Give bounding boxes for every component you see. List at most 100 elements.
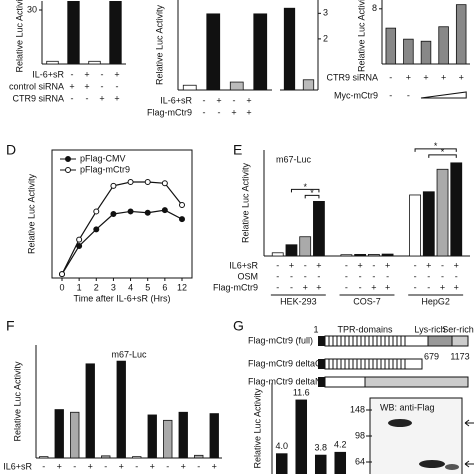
bar: [381, 253, 394, 256]
condition-sign: -: [116, 81, 119, 91]
chart-title: m67-Luc: [276, 154, 312, 164]
legend-marker: [65, 156, 71, 162]
condition-sign: -: [101, 81, 104, 91]
domain-label: Ser-rich: [442, 324, 474, 334]
bar: [194, 454, 204, 458]
bar: [109, 1, 122, 64]
x-tick-label: 6: [162, 282, 167, 292]
chart: Relative Luc Activity 4.0 11.6 3.8 4.2: [252, 383, 347, 474]
condition-sign: -: [276, 271, 279, 281]
condition-sign: +: [69, 81, 74, 91]
lys-rich: [427, 335, 453, 347]
condition-sign: -: [203, 107, 206, 117]
bar: [340, 254, 353, 256]
annotation: *: [441, 147, 445, 157]
condition-sign: -: [73, 461, 76, 471]
condition-sign: +: [358, 260, 363, 270]
ser-rich: [451, 335, 469, 347]
construct-diagram: Flag-mCtr9 (full) Flag-mCtr9 deltaC Flag…: [248, 324, 474, 388]
marker-label: 148: [350, 404, 365, 414]
condition-sign: -: [359, 271, 362, 281]
bar: [420, 40, 432, 64]
bar: [253, 13, 268, 90]
legend-label: pFlag-CMV: [80, 153, 126, 163]
tpr-domain: [324, 358, 406, 370]
legend-label: pFlag-mCtr9: [80, 164, 130, 174]
condition-sign: +: [440, 282, 445, 292]
x-axis-label: Time after IL-6+sR (Hrs): [74, 293, 171, 303]
condition-sign: -: [427, 282, 430, 292]
annotation: *: [434, 141, 438, 151]
condition-sign: +: [216, 95, 221, 105]
condition-sign: +: [459, 72, 464, 82]
western-blot: WB: anti-Flag 148 98 64: [350, 397, 474, 474]
position-label: 1: [313, 324, 318, 334]
panel-label: D: [6, 142, 16, 158]
condition-sign: +: [423, 72, 428, 82]
bar: [229, 81, 244, 90]
condition-sign: -: [304, 271, 307, 281]
condition-sign: -: [427, 271, 430, 281]
condition-sign: +: [84, 69, 89, 79]
y-axis-label: Relative Luc Activity: [252, 388, 262, 469]
condition-label: Myc-mCtr9: [334, 90, 378, 100]
condition-sign: -: [389, 72, 392, 82]
category-label: COS-7: [353, 296, 381, 306]
x-tick-label: 5: [145, 282, 150, 292]
bar: [450, 162, 463, 256]
bar: [182, 84, 197, 90]
plot-frame: [51, 149, 193, 279]
condition-sign: +: [114, 69, 119, 79]
bar: [206, 13, 221, 90]
condition-sign: -: [104, 461, 107, 471]
bar: [275, 453, 288, 474]
condition-sign: -: [86, 93, 89, 103]
y-axis-label: Relative Luc Activity: [356, 0, 366, 72]
condition-label: Flag-mCtr9: [147, 107, 192, 117]
annotation: *: [303, 182, 307, 192]
bar: [422, 191, 435, 256]
linker: [404, 335, 429, 347]
condition-sign: +: [84, 81, 89, 91]
condition-sign: +: [406, 72, 411, 82]
bar: [178, 411, 188, 458]
significance-bracket: [414, 148, 457, 152]
condition-sign: -: [455, 271, 458, 281]
chart-title: m67-Luc: [111, 349, 147, 359]
band: [419, 460, 445, 468]
condition-sign: -: [233, 95, 236, 105]
condition-sign: +: [385, 260, 390, 270]
x-tick-label: 1: [77, 282, 82, 292]
marker: [179, 202, 185, 209]
panel-label: F: [6, 318, 15, 334]
y-tick-label: 8: [372, 3, 377, 13]
bar: [54, 409, 64, 458]
linker: [324, 376, 366, 388]
y-axis-label: Relative Luc Activity: [14, 0, 24, 73]
band: [445, 464, 459, 470]
bar: [39, 456, 49, 458]
category-label: HepG2: [421, 296, 450, 306]
y-axis-label: Relative Luc Activity: [154, 4, 164, 85]
bar: [354, 253, 367, 256]
value-label: 3.8: [314, 443, 327, 453]
condition-sign: -: [414, 271, 417, 281]
condition-sign: -: [42, 461, 45, 471]
condition-sign: -: [345, 282, 348, 292]
value-label: 4.2: [334, 440, 347, 450]
condition-sign: -: [389, 90, 392, 100]
condition-sign: -: [71, 69, 74, 79]
marker: [179, 216, 185, 223]
bar: [271, 252, 284, 256]
condition-sign: -: [345, 271, 348, 281]
condition-sign: +: [57, 461, 62, 471]
condition-sign: -: [372, 260, 375, 270]
condition-sign: +: [371, 282, 376, 292]
c-terminal: [364, 376, 469, 388]
bar: [70, 411, 80, 458]
condition-sign: +: [426, 260, 431, 270]
